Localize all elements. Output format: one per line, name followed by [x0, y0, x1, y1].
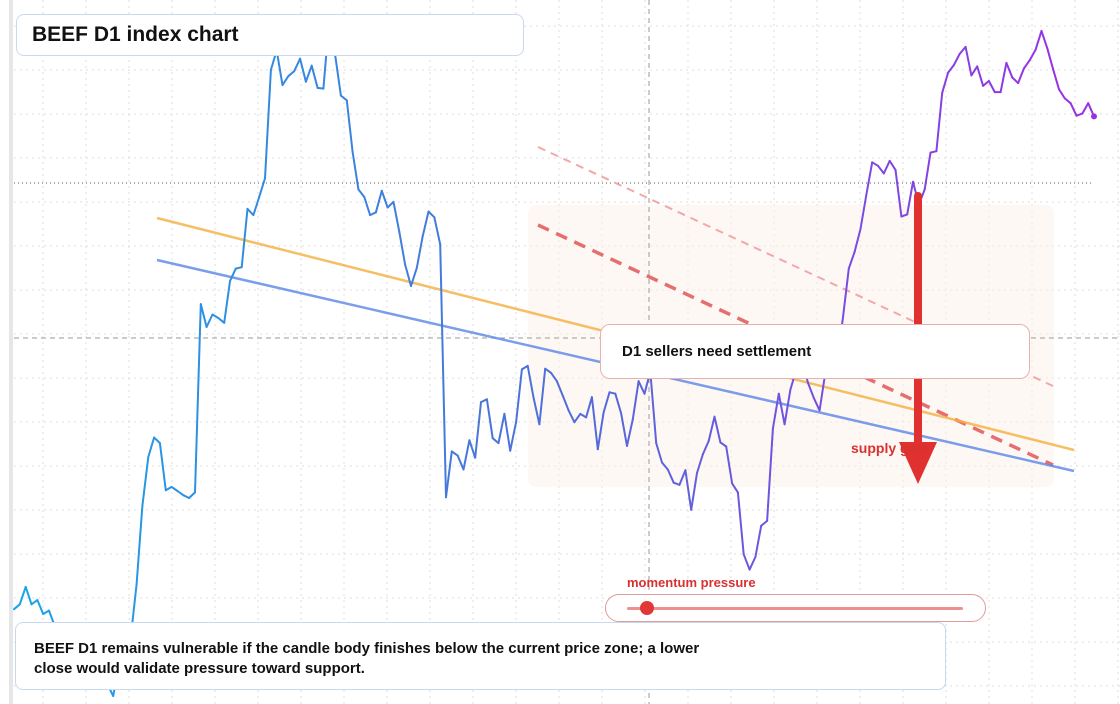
price-segment	[878, 166, 884, 174]
price-segment	[872, 162, 878, 166]
price-segment	[866, 162, 872, 195]
price-segment	[189, 492, 195, 498]
price-segment	[423, 212, 429, 237]
price-segment	[434, 217, 440, 244]
price-segment	[989, 81, 995, 92]
price-segment	[20, 587, 26, 604]
price-segment	[1065, 98, 1071, 103]
price-segment	[230, 269, 236, 282]
price-segment	[890, 161, 896, 170]
price-segment	[452, 451, 458, 455]
price-segment	[288, 71, 294, 76]
price-segment	[26, 587, 32, 604]
price-segment	[884, 161, 890, 174]
price-segment	[1018, 69, 1024, 84]
price-segment	[259, 178, 265, 197]
price-segment	[137, 506, 143, 585]
price-segment	[248, 209, 254, 215]
price-segment	[464, 440, 470, 469]
price-segment	[335, 55, 341, 96]
price-segment	[738, 492, 744, 554]
price-segment	[761, 521, 767, 526]
price-segment	[242, 209, 248, 267]
chart-title-box: BEEF D1 index chart	[16, 14, 524, 56]
price-segment	[446, 451, 452, 497]
momentum-slider-track[interactable]	[627, 607, 963, 610]
price-segment	[1024, 60, 1030, 68]
price-segment	[1059, 89, 1065, 98]
price-segment	[294, 59, 300, 71]
price-segment	[1030, 50, 1036, 60]
price-segment	[510, 422, 516, 451]
price-segment	[1036, 31, 1042, 50]
price-segment	[253, 197, 259, 215]
price-segment	[440, 244, 446, 497]
price-segment	[142, 457, 148, 506]
price-segment	[224, 281, 230, 323]
price-segment	[306, 66, 312, 82]
price-segment	[154, 438, 160, 444]
price-segment	[347, 100, 353, 151]
price-segment	[312, 66, 318, 88]
supply-zone-label: supply gate	[851, 440, 929, 456]
price-segment	[364, 197, 370, 215]
price-segment	[265, 70, 271, 178]
price-segment	[166, 487, 172, 490]
price-segment	[429, 212, 435, 218]
price-segment	[977, 66, 983, 85]
price-segment	[195, 304, 201, 492]
price-segment	[936, 93, 942, 151]
price-segment	[1082, 103, 1088, 113]
price-segment	[954, 54, 960, 65]
price-segment	[971, 66, 977, 75]
price-segment	[983, 81, 989, 86]
price-segment	[178, 491, 184, 495]
momentum-slider[interactable]	[605, 594, 986, 622]
price-segment	[750, 557, 756, 570]
price-segment	[160, 443, 166, 490]
price-segment	[469, 440, 475, 457]
price-segment	[942, 73, 948, 93]
price-segment	[475, 402, 481, 458]
price-segment	[417, 237, 423, 268]
price-segment	[1042, 31, 1048, 48]
price-segment	[458, 456, 464, 470]
price-segment	[487, 399, 493, 438]
price-segment	[148, 438, 154, 458]
price-segment	[283, 76, 289, 85]
caption-text: BEEF D1 remains vulnerable if the candle…	[34, 639, 724, 679]
price-segment	[516, 369, 522, 422]
annotation-box: D1 sellers need settlement	[600, 324, 1030, 379]
annotation-text: D1 sellers need settlement	[622, 343, 811, 360]
last-price-point	[1091, 113, 1097, 119]
price-segment	[172, 487, 178, 491]
price-segment	[948, 65, 954, 73]
price-segment	[32, 600, 38, 604]
price-segment	[499, 414, 505, 443]
momentum-label: momentum pressure	[627, 575, 756, 590]
price-segment	[966, 47, 972, 76]
price-segment	[1001, 63, 1007, 92]
price-segment	[394, 202, 400, 232]
price-segment	[358, 189, 364, 197]
price-segment	[399, 232, 405, 265]
price-segment	[744, 554, 750, 569]
caption-box: BEEF D1 remains vulnerable if the candle…	[15, 622, 946, 690]
price-segment	[201, 304, 207, 327]
price-segment	[1012, 78, 1018, 84]
price-segment	[960, 47, 966, 54]
price-segment	[14, 604, 20, 609]
price-segment	[1053, 69, 1059, 89]
price-segment	[388, 202, 394, 208]
price-segment	[207, 315, 213, 328]
chart-title: BEEF D1 index chart	[32, 23, 239, 47]
price-segment	[37, 600, 43, 614]
price-segment	[1047, 48, 1053, 69]
price-segment	[755, 526, 761, 557]
price-segment	[504, 414, 510, 451]
momentum-slider-thumb[interactable]	[640, 601, 654, 615]
price-segment	[213, 315, 219, 319]
